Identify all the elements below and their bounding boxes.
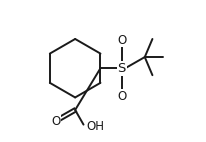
- Text: O: O: [117, 90, 126, 103]
- Text: OH: OH: [86, 120, 104, 133]
- Text: S: S: [118, 62, 126, 75]
- Text: O: O: [117, 34, 126, 47]
- Text: O: O: [51, 115, 60, 128]
